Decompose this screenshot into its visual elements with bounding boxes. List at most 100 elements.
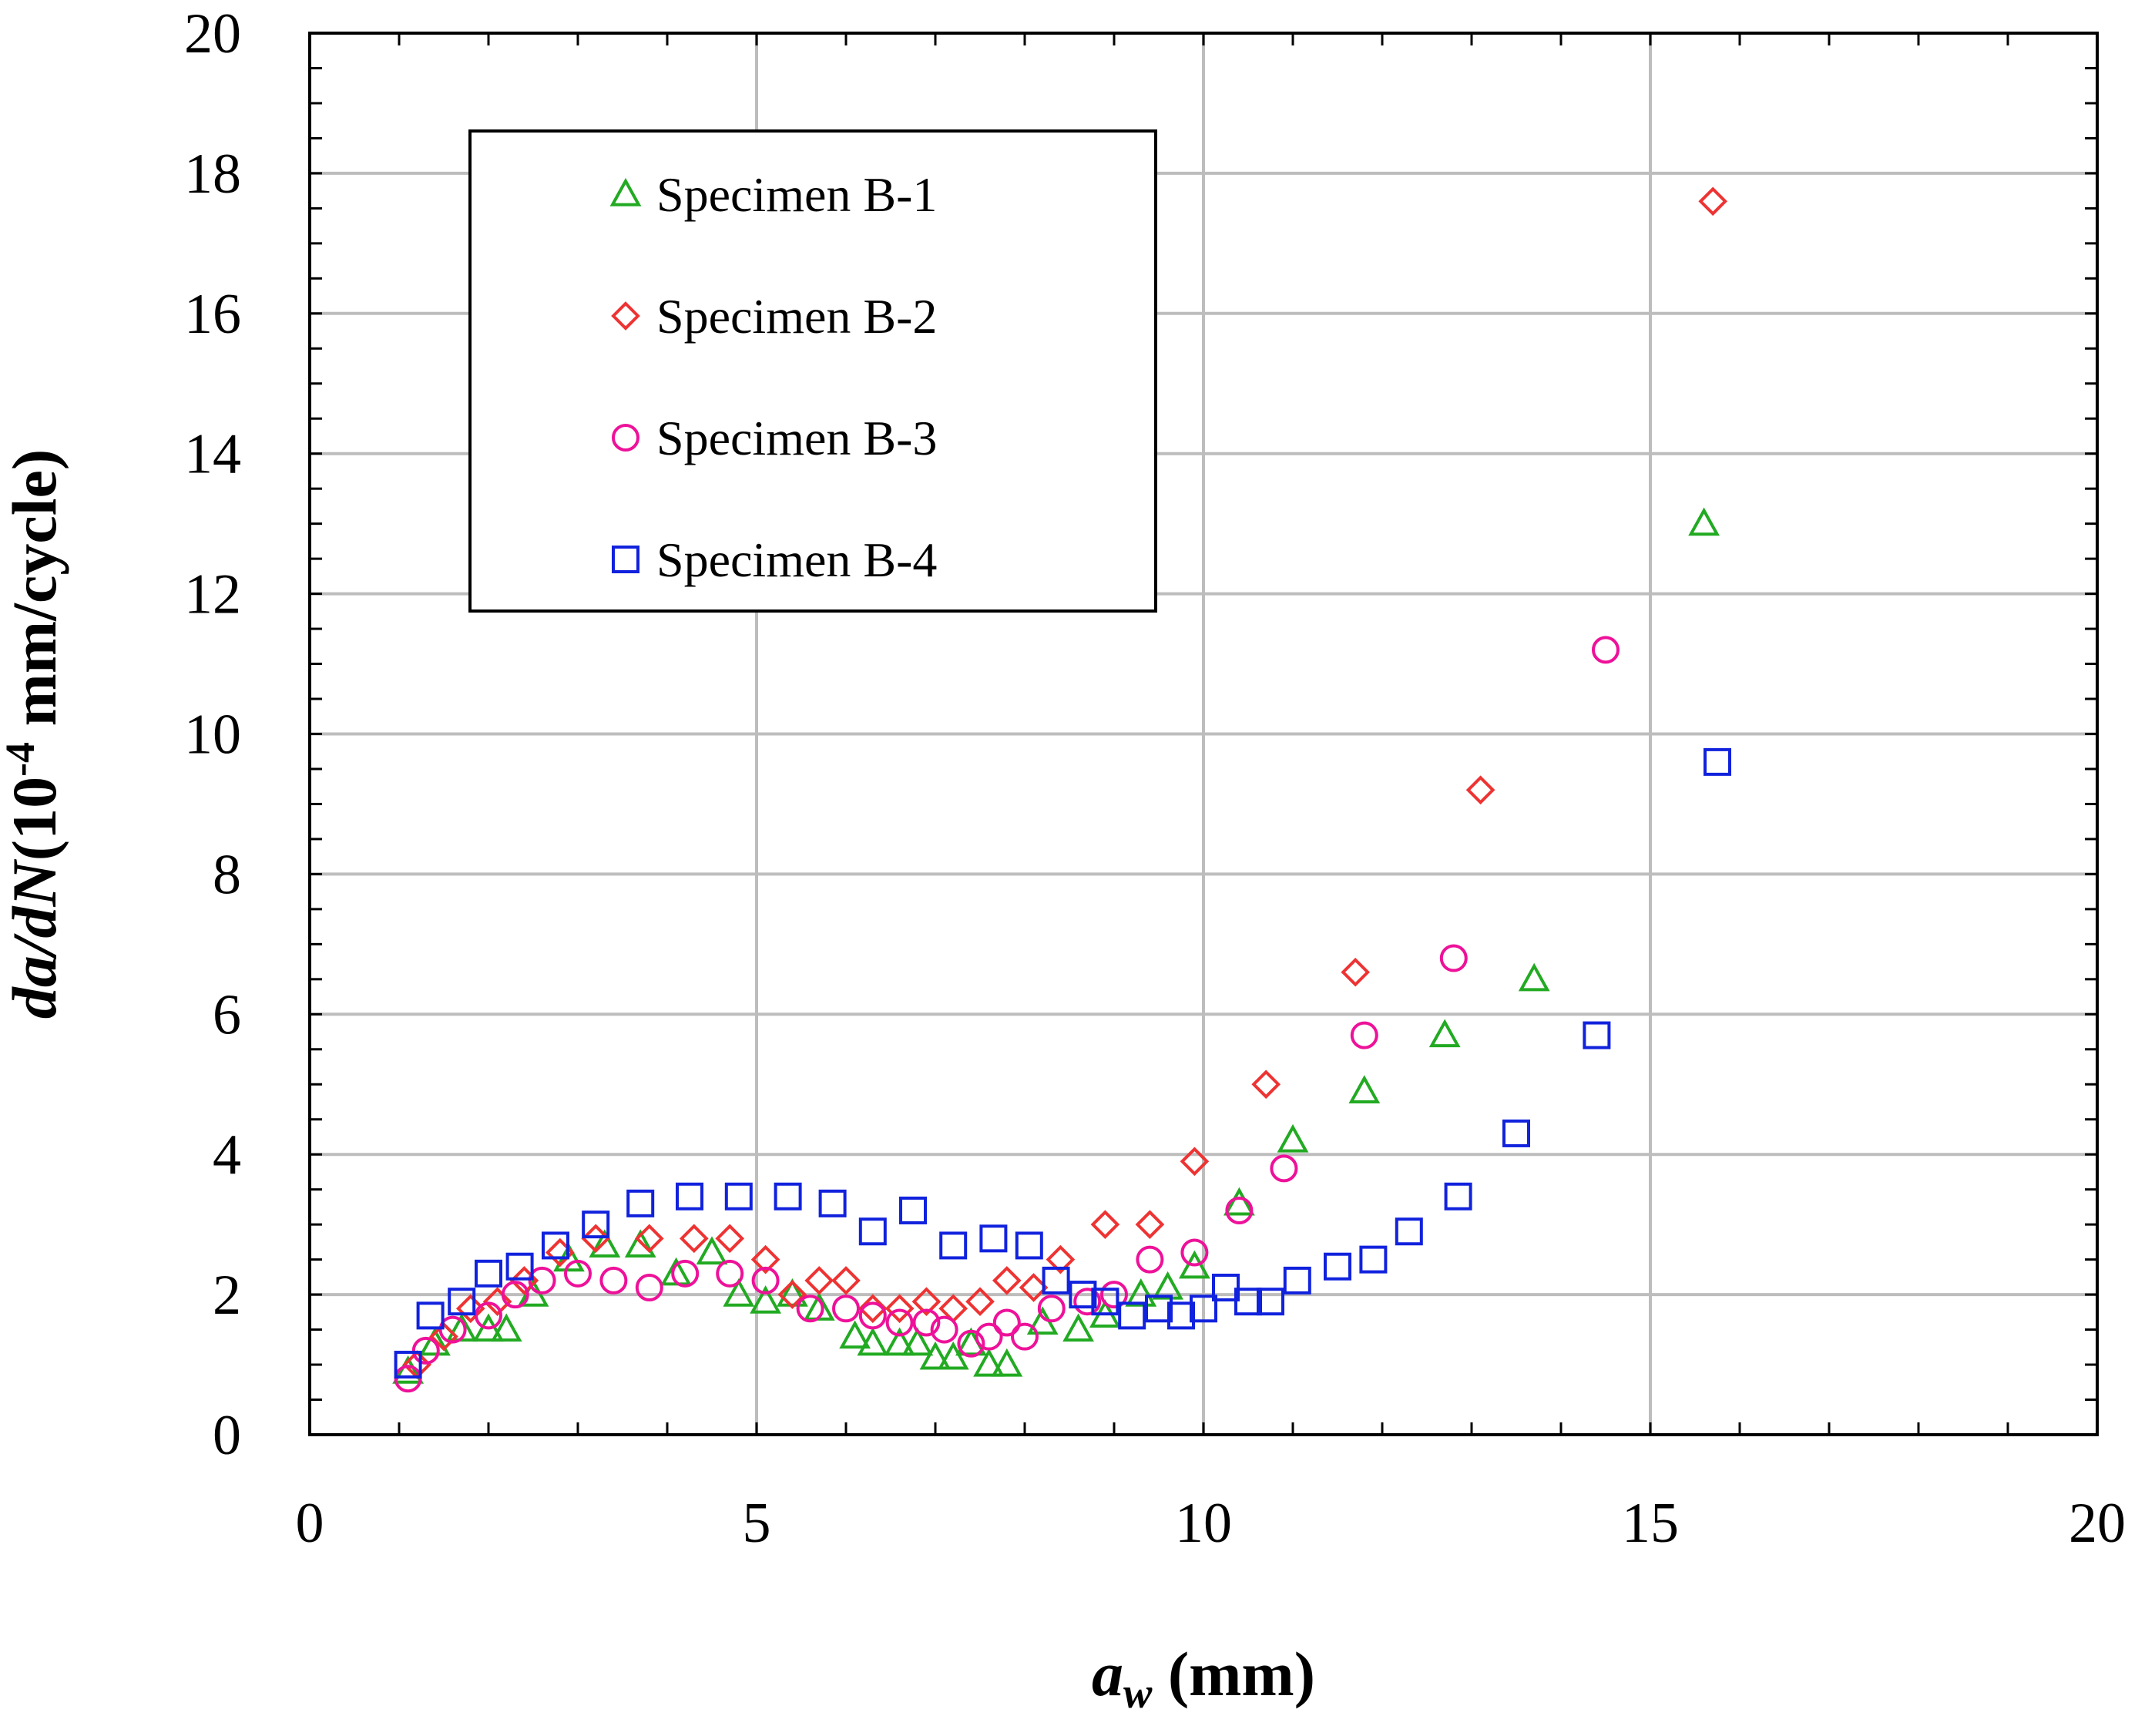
point-series-1 — [1224, 1187, 1255, 1216]
point-series-3 — [1180, 1238, 1209, 1267]
point-series-1 — [901, 1327, 934, 1356]
point-series-3 — [501, 1281, 529, 1309]
point-series-1 — [1152, 1271, 1183, 1300]
y-axis-title: da/dN(10-4 mm/cycle) — [0, 449, 69, 1019]
point-series-3 — [858, 1301, 887, 1330]
y-tick-label: 14 — [184, 423, 241, 486]
point-series-4 — [818, 1189, 847, 1217]
legend-item: Specimen B-1 — [609, 167, 937, 222]
point-series-4 — [1704, 747, 1731, 776]
point-series-3 — [528, 1266, 556, 1294]
point-series-3 — [885, 1308, 914, 1337]
point-series-1 — [839, 1320, 871, 1349]
point-series-2 — [679, 1224, 709, 1254]
y-axis-title-unit: mm/cycle) — [0, 449, 69, 742]
point-series-3 — [912, 1308, 941, 1337]
point-series-1 — [419, 1327, 451, 1356]
point-series-1 — [589, 1229, 621, 1258]
point-series-4 — [542, 1231, 569, 1260]
point-series-2 — [831, 1266, 861, 1295]
point-series-3 — [832, 1294, 860, 1323]
legend-label: Specimen B-3 — [656, 411, 937, 465]
point-series-3 — [599, 1266, 628, 1294]
point-series-3 — [1100, 1281, 1128, 1309]
point-series-2 — [455, 1294, 485, 1324]
point-series-1 — [991, 1348, 1023, 1377]
point-series-1 — [624, 1229, 656, 1258]
point-series-3 — [671, 1259, 700, 1288]
point-series-2 — [1046, 1244, 1076, 1274]
legend-item: Specimen B-4 — [612, 532, 937, 587]
point-series-2 — [884, 1294, 915, 1324]
y-axis-title-lead: (10 — [0, 777, 69, 861]
point-series-4 — [1283, 1266, 1311, 1294]
point-series-3 — [411, 1336, 440, 1365]
point-series-1 — [1348, 1075, 1381, 1103]
y-tick-label: 2 — [213, 1264, 241, 1327]
legend: Specimen B-1 Specimen B-2 Specimen B-3 Spec… — [468, 129, 1157, 613]
point-series-2 — [804, 1266, 834, 1295]
point-series-4 — [1212, 1274, 1240, 1302]
x-tick-label: 15 — [1622, 1492, 1679, 1555]
point-series-3 — [1225, 1196, 1254, 1224]
point-series-3 — [930, 1315, 958, 1344]
point-series-1 — [1277, 1123, 1309, 1153]
point-series-1 — [1062, 1313, 1094, 1342]
y-tick-label: 4 — [213, 1123, 241, 1187]
point-series-3 — [394, 1365, 422, 1393]
y-tick-label: 0 — [213, 1404, 241, 1467]
point-series-3 — [1350, 1021, 1378, 1049]
point-series-2 — [777, 1280, 807, 1309]
point-series-2 — [965, 1287, 995, 1317]
point-series-4 — [1359, 1245, 1388, 1274]
plot-frame — [308, 32, 2099, 1436]
point-series-4 — [1395, 1217, 1423, 1246]
point-series-2 — [1698, 186, 1728, 217]
point-series-1 — [1518, 962, 1550, 992]
y-tick-label: 20 — [184, 2, 241, 65]
point-series-2 — [1341, 957, 1371, 987]
point-series-3 — [957, 1329, 985, 1358]
point-series-2 — [992, 1266, 1022, 1295]
point-series-2 — [1019, 1273, 1049, 1302]
point-series-1 — [884, 1327, 915, 1356]
point-series-4 — [1118, 1301, 1146, 1330]
point-series-1 — [696, 1236, 728, 1265]
point-series-1 — [919, 1341, 952, 1370]
point-series-1 — [1179, 1250, 1210, 1279]
series-4 — [394, 747, 1731, 1379]
point-series-4 — [1324, 1252, 1351, 1281]
x-tick-label: 0 — [296, 1492, 324, 1555]
point-series-2 — [715, 1224, 745, 1254]
series-2 — [402, 186, 1728, 1379]
point-series-3 — [1011, 1322, 1039, 1351]
point-series-3 — [1037, 1294, 1066, 1323]
point-series-4 — [1167, 1301, 1195, 1330]
point-series-3 — [1270, 1154, 1298, 1183]
legend-marker-triangle — [609, 177, 642, 207]
x-axis-title-unit: (mm) — [1152, 1639, 1315, 1709]
point-series-2 — [750, 1244, 780, 1274]
point-series-4 — [899, 1196, 927, 1224]
point-series-4 — [394, 1351, 422, 1379]
legend-label: Specimen B-1 — [656, 167, 937, 222]
point-series-2 — [482, 1287, 512, 1317]
x-tick-label: 5 — [743, 1492, 771, 1555]
point-series-4 — [582, 1210, 610, 1239]
y-axis-title-exponent: -4 — [0, 742, 43, 777]
x-axis-title-var: a — [1092, 1639, 1123, 1709]
point-series-3 — [716, 1259, 744, 1288]
point-series-4 — [1502, 1119, 1530, 1147]
point-series-4 — [1069, 1281, 1097, 1309]
point-series-4 — [1257, 1288, 1284, 1316]
tick-labels: 0 5 10 15 20 0 2 4 6 8 10 12 14 16 18 20 — [184, 2, 2126, 1555]
point-series-2 — [911, 1287, 942, 1317]
point-series-1 — [472, 1313, 505, 1342]
point-series-4 — [1583, 1021, 1611, 1049]
legend-marker-circle — [612, 424, 639, 452]
point-series-1 — [392, 1355, 424, 1384]
point-series-4 — [724, 1182, 753, 1210]
point-series-2 — [1090, 1210, 1120, 1239]
legend-label: Specimen B-4 — [656, 532, 937, 587]
